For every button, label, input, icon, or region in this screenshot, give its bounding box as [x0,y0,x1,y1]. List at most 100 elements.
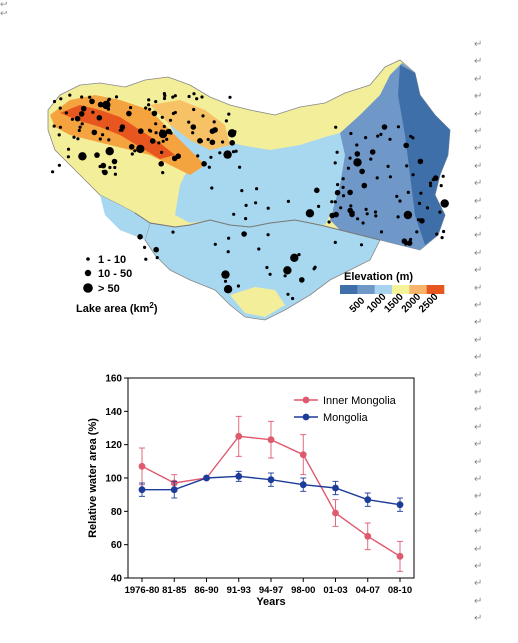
data-point [364,532,372,540]
lake-dot [89,98,95,105]
lake-dot [201,114,205,118]
lake-dot [440,199,449,208]
lake-dot [70,117,74,121]
y-tick-label: 160 [105,374,122,385]
lake-dot [299,277,305,283]
lake-dot [200,95,204,99]
lake-dot [244,203,248,207]
lake-dot [341,194,346,198]
map-svg: 1 - 10 10 - 50 > 50 Lake area (km2) Elev… [47,59,451,321]
lake-dot [227,236,231,240]
y-axis-ticks: 40 60 80 100 120 140 160 [105,374,128,585]
lake-dot [206,137,210,142]
lake-dot [158,161,164,167]
lake-dot [411,173,415,177]
lake-dot [349,211,355,218]
water-area-chart: 40 60 80 100 120 140 160 1976-80 81-85 86-90 91-9… [80,360,420,610]
lake-dot [428,181,433,185]
lake-dot [232,212,236,216]
lake-dot [395,194,399,198]
lake-dot [365,212,369,216]
lake-dot [283,274,287,278]
central-plain [170,125,350,227]
lake-dot [113,165,117,170]
lake-dot [78,152,87,161]
lake-dot [137,234,143,240]
gobi-highland [100,195,150,240]
lake-dot [91,110,95,114]
lake-dot [379,230,384,234]
lake-dot [59,97,63,101]
data-point [332,509,339,517]
elevation-colorbar [340,285,445,294]
lake-dot [234,149,238,153]
lake-dot [223,150,232,159]
lake-dot [241,231,247,237]
top-mark: ↩ [0,8,8,18]
legend-size-class: > 50 [98,283,120,295]
lake-dot [353,158,362,167]
x-tick-label: 98-00 [291,585,315,596]
lake-dot [171,111,175,116]
lake-dot [98,137,102,141]
lake-dot [78,111,85,117]
lake-dot [265,265,269,270]
elevation-swatch [392,285,410,294]
lake-dot [162,96,167,101]
lake-dot [57,163,61,167]
elevation-tick-label: 2500 [417,291,441,315]
lake-dot [417,158,424,165]
lake-dot [227,112,231,116]
lake-dot [223,285,233,294]
lake-dot [160,115,164,119]
lake-dot [403,210,413,220]
legend-label: Inner Mongolia [323,395,397,407]
x-tick-label: 86-90 [194,585,218,596]
data-point [267,476,275,484]
lake-dot [66,155,70,159]
lake-dot [105,147,114,156]
lake-dot [364,207,368,211]
paragraph-mark: ↵ [474,508,483,520]
lake-dot [74,115,81,122]
lake-dot [305,209,315,218]
legend-size-class: 1 - 10 [98,254,126,266]
lake-dot [231,150,236,154]
lake-dot [187,94,191,99]
lake-dot [403,142,410,149]
elevation-title: Elevation (m) [344,271,413,283]
lake-dot [80,105,87,112]
paragraph-mark: ↵ [474,404,483,416]
lake-dot [291,296,295,301]
paragraph-mark: ↵ [474,247,483,259]
lake-dot [364,136,368,140]
paragraph-mark: ↵ [474,265,483,277]
y-tick-label: 140 [105,407,122,418]
lake-dot [361,221,365,225]
lake-dots [51,92,449,301]
lake-dot [317,204,321,208]
lake-dot [333,200,337,204]
lake-dot [138,128,144,134]
lake-dot [133,149,137,153]
lake-dot [440,236,444,240]
lake-dot [80,122,84,126]
data-point [299,481,307,489]
lake-dot [312,267,316,271]
lake-dot [91,129,98,136]
paragraph-mark: ↵ [474,195,483,207]
lake-dot [388,137,392,141]
x-tick-label: 08-10 [388,585,412,596]
lake-dot [240,189,244,193]
lake-dot [335,150,339,154]
lake-dot [425,206,430,210]
legend-dot-large [83,283,93,293]
lake-dot [102,100,111,110]
paragraph-mark: ↵ [474,91,483,103]
lake-dot [439,184,443,188]
lake-dot [290,253,299,262]
lake-dot [154,131,158,135]
lake-dot [266,206,270,210]
lake-dot [334,189,341,196]
lake-dot [201,161,207,167]
